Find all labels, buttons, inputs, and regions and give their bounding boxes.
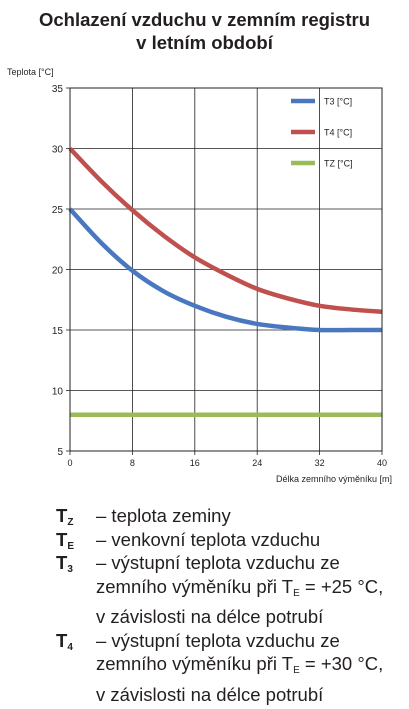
chart-title-line-1: Ochlazení vzduchu v zemním registru bbox=[38, 9, 371, 30]
y-axis-label: Teplota [°C] bbox=[7, 67, 54, 77]
x-tick-label: 24 bbox=[252, 458, 262, 468]
x-tick-label: 40 bbox=[377, 458, 387, 468]
note-symbol: TE bbox=[56, 528, 74, 552]
chart-series bbox=[68, 146, 383, 417]
y-tick-label: 25 bbox=[52, 205, 64, 216]
note-text: zemního výměníku při TE = +30 °C, bbox=[96, 653, 384, 676]
y-tick-label: 20 bbox=[52, 266, 64, 277]
note-text: – teplota zeminy bbox=[96, 505, 231, 526]
line-chart: 0 8 16 24 32 40 5 10 15 20 25 30 35 T3 [°C] T4 [°C] TZ… bbox=[7, 67, 392, 484]
note-symbol: TZ bbox=[56, 505, 74, 528]
x-tick-label: 16 bbox=[190, 458, 200, 468]
y-tick-label: 30 bbox=[52, 145, 64, 156]
note-text: v závislosti na délce potrubí bbox=[96, 683, 324, 705]
chart-title-line-2: v letním období bbox=[136, 32, 273, 53]
note-text: – výstupní teplota vzduchu ze bbox=[96, 552, 340, 573]
chart-ticks: 0 8 16 24 32 40 5 10 15 20 25 30 35 bbox=[52, 84, 387, 468]
note-t3: T3 – výstupní teplota vzduchu ze zemního… bbox=[56, 551, 401, 629]
x-axis-label: Délka zemního výměníku [m] bbox=[276, 474, 392, 484]
y-tick-label: 10 bbox=[52, 387, 64, 398]
legend-label: TZ [°C] bbox=[324, 159, 353, 169]
y-tick-label: 5 bbox=[57, 447, 63, 458]
note-te: TE – venkovní teplota vzduchu bbox=[56, 528, 401, 552]
x-tick-label: 0 bbox=[67, 458, 72, 468]
chart-legend: T3 [°C] T4 [°C] TZ [°C] bbox=[291, 97, 353, 169]
chart-title: Ochlazení vzduchu v zemním registru v le… bbox=[0, 8, 409, 54]
series-line-1 bbox=[68, 207, 382, 333]
note-text: – venkovní teplota vzduchu bbox=[96, 528, 321, 550]
legend-label: T4 [°C] bbox=[324, 128, 352, 138]
y-tick-label: 35 bbox=[52, 84, 64, 95]
chart-grid bbox=[70, 88, 382, 451]
note-tz: TZ – teplota zeminy bbox=[56, 504, 401, 528]
x-tick-label: 32 bbox=[315, 458, 325, 468]
note-text: – výstupní teplota vzduchu ze bbox=[96, 629, 340, 651]
symbol-legend: TZ – teplota zeminy TE – venkovní teplot… bbox=[56, 504, 401, 706]
y-tick-label: 15 bbox=[52, 326, 64, 337]
series-line-2 bbox=[68, 146, 383, 315]
note-symbol: T3 bbox=[56, 552, 73, 575]
note-text: zemního výměníku při TE = +25 °C, bbox=[96, 575, 384, 599]
note-text: v závislosti na délce potrubí bbox=[96, 606, 324, 627]
x-tick-label: 8 bbox=[130, 458, 135, 468]
note-symbol: T4 bbox=[56, 629, 73, 653]
note-t4: T4 – výstupní teplota vzduchu ze zemního… bbox=[56, 629, 401, 707]
legend-label: T3 [°C] bbox=[324, 97, 352, 107]
